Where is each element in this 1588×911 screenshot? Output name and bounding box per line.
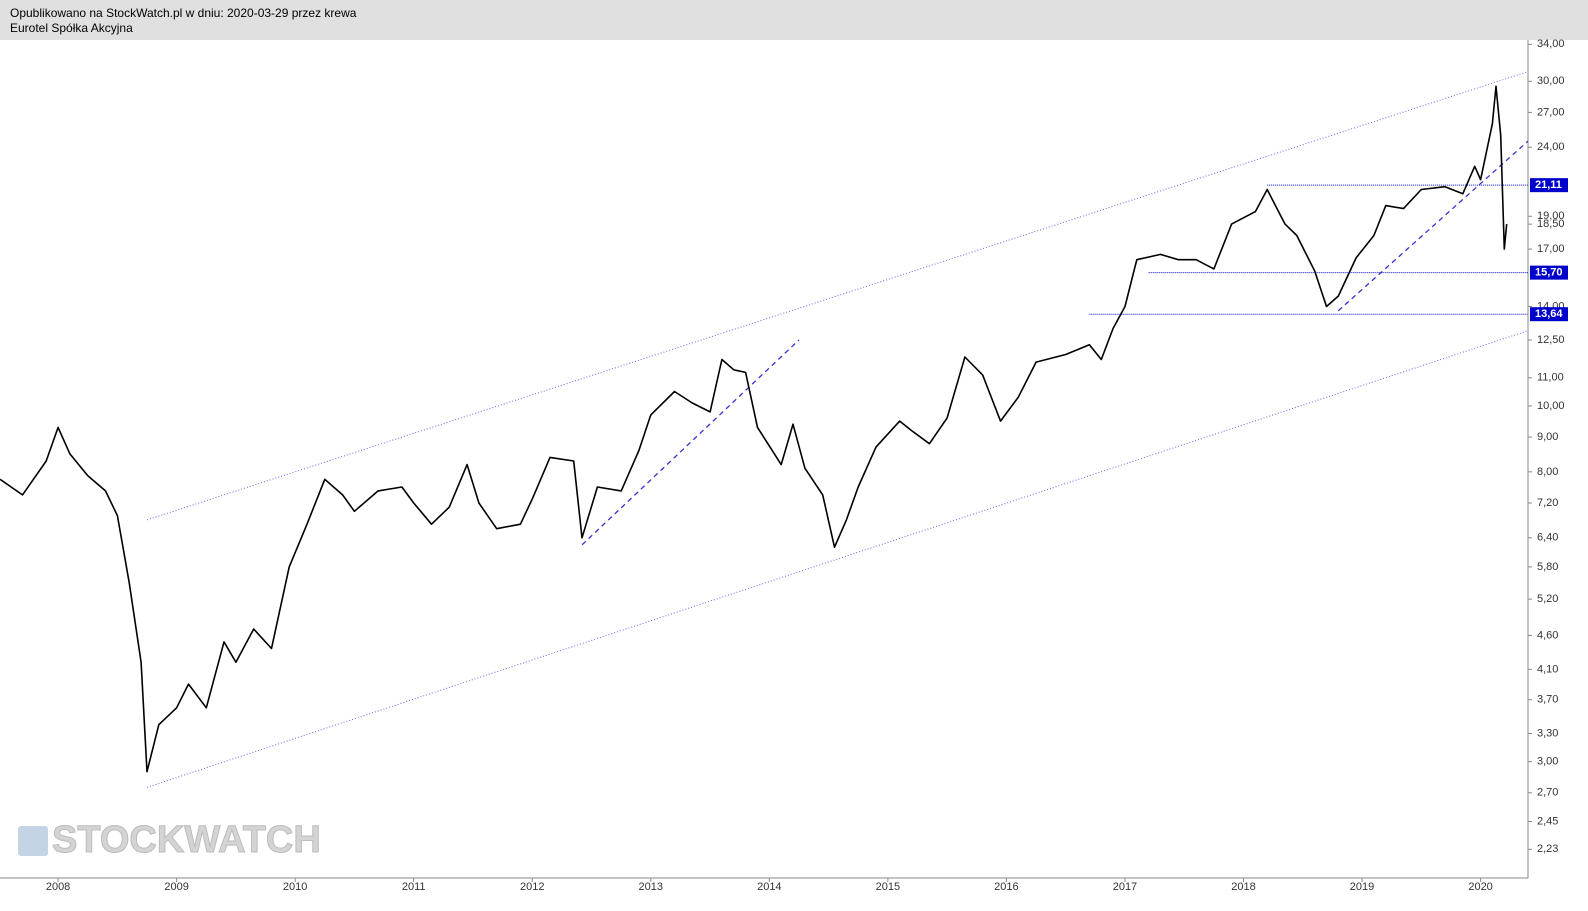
x-tick-label: 2010 <box>283 881 307 893</box>
x-tick-label: 2013 <box>639 881 663 893</box>
y-tick-label: 3,70 <box>1537 694 1558 706</box>
x-tick-label: 2014 <box>757 881 781 893</box>
y-tick-label: 2,70 <box>1537 787 1558 799</box>
y-tick-label: 5,20 <box>1537 593 1558 605</box>
y-tick-label: 3,00 <box>1537 756 1558 768</box>
header-line1: Opublikowano na StockWatch.pl w dniu: 20… <box>10 6 357 20</box>
y-tick-label: 9,00 <box>1537 431 1558 443</box>
price-line <box>0 85 1508 773</box>
level-label: 13,64 <box>1535 308 1563 320</box>
header-bar <box>0 0 1588 40</box>
x-tick-label: 2016 <box>994 881 1018 893</box>
header-line2: Eurotel Spółka Akcyjna <box>10 21 133 35</box>
y-tick-label: 7,20 <box>1537 497 1558 509</box>
trend-line <box>1337 140 1529 312</box>
level-label-box <box>1530 265 1568 280</box>
y-tick-label: 17,00 <box>1537 243 1565 255</box>
x-tick-label: 2008 <box>46 881 70 893</box>
x-tick-label: 2015 <box>876 881 900 893</box>
x-tick-label: 2009 <box>164 881 188 893</box>
y-tick-label: 8,00 <box>1537 466 1558 478</box>
y-tick-label: 19,00 <box>1537 210 1565 222</box>
y-tick-label: 5,80 <box>1537 561 1558 573</box>
trend-line <box>146 71 1529 521</box>
y-tick-label: 10,00 <box>1537 400 1565 412</box>
watermark: STOCKWATCH <box>52 819 321 861</box>
level-label: 21,11 <box>1535 179 1562 191</box>
y-tick-label: 3,30 <box>1537 727 1558 739</box>
y-tick-label: 2,23 <box>1537 843 1558 855</box>
y-tick-label: 27,00 <box>1537 106 1565 118</box>
x-tick-label: 2011 <box>402 881 426 893</box>
trend-line <box>581 339 800 546</box>
y-tick-label: 2,45 <box>1537 815 1558 827</box>
y-tick-label: 12,50 <box>1537 334 1565 346</box>
level-label: 15,70 <box>1535 267 1563 279</box>
y-tick-label: 30,00 <box>1537 75 1565 87</box>
x-tick-label: 2018 <box>1231 881 1255 893</box>
y-tick-label: 4,10 <box>1537 663 1558 675</box>
x-tick-label: 2017 <box>1113 881 1137 893</box>
level-label-box <box>1530 178 1568 193</box>
x-tick-label: 2020 <box>1468 881 1492 893</box>
y-tick-label: 34,00 <box>1537 38 1565 50</box>
x-tick-label: 2012 <box>520 881 544 893</box>
y-tick-label: 4,60 <box>1537 629 1558 641</box>
trend-line <box>146 330 1529 788</box>
watermark-icon <box>18 826 48 856</box>
y-tick-label: 6,40 <box>1537 532 1558 544</box>
level-label-box <box>1530 307 1568 322</box>
y-tick-label: 11,00 <box>1537 372 1564 384</box>
y-tick-label: 18,50 <box>1537 218 1565 230</box>
x-tick-label: 2019 <box>1350 881 1374 893</box>
y-tick-label: 24,00 <box>1537 141 1565 153</box>
